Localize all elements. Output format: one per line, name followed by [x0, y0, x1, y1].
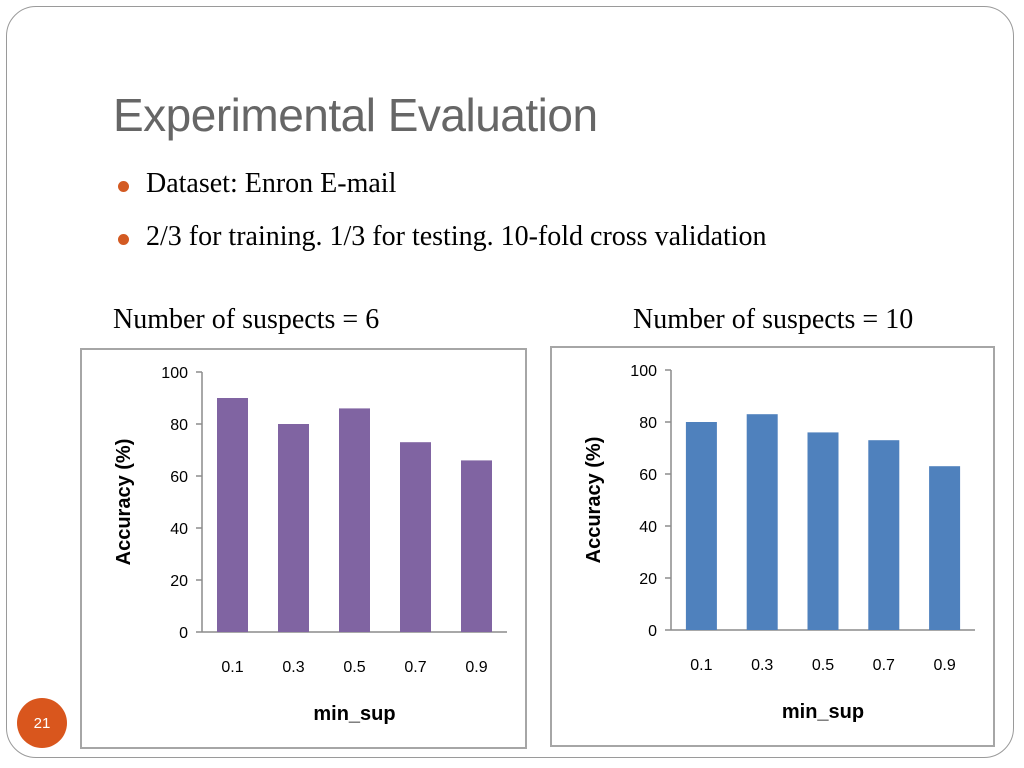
left-y-tick-label: 0 [179, 625, 188, 642]
left-bar-0.1 [217, 398, 248, 632]
left-x-tick-label: 0.9 [465, 659, 487, 676]
right-bar-0.7 [868, 440, 900, 630]
right-y-tick-label: 100 [630, 363, 657, 380]
chart-right: 0 20 40 60 80 100 0.1 0.3 0.5 0.7 0.9 min_sup Accura… [550, 346, 995, 747]
right-x-axis-label: min_sup [782, 701, 864, 723]
left-bar-0.9 [461, 460, 492, 632]
bullet-training-split: 2/3 for training. 1/3 for testing. 10-fo… [118, 221, 767, 274]
right-bar-0.9 [929, 466, 961, 630]
left-x-tick-label: 0.5 [343, 659, 365, 676]
left-x-axis-label: min_sup [313, 703, 395, 725]
right-bar-0.5 [807, 432, 839, 630]
left-y-tick-label: 40 [170, 521, 188, 538]
left-x-tick-label: 0.7 [404, 659, 426, 676]
right-bar-0.3 [746, 414, 778, 630]
right-y-tick-label: 60 [639, 467, 657, 484]
left-y-tick-label: 20 [170, 573, 188, 590]
right-x-tick-label: 0.7 [873, 657, 895, 674]
slide-number: 21 [33, 714, 51, 732]
left-y-tick-label: 60 [170, 469, 188, 486]
left-bar-0.7 [400, 442, 431, 632]
right-y-tick-label: 80 [639, 415, 657, 432]
left-y-axis-label: Accuracy (%) [113, 439, 135, 566]
left-y-tick-label: 80 [170, 417, 188, 434]
chart-caption-left: Number of suspects = 6 [113, 304, 380, 335]
slide-frame [6, 6, 1014, 758]
chart-left: 0 20 40 60 80 100 0.1 0.3 0.5 0.7 0.9 min_sup Accura… [80, 348, 527, 749]
left-x-tick-label: 0.1 [221, 659, 243, 676]
right-y-tick-label: 20 [639, 571, 657, 588]
left-y-tick-label: 100 [161, 365, 188, 382]
left-bar-0.3 [278, 424, 309, 632]
slide-number-badge: 21 [17, 698, 67, 748]
right-y-axis-label: Accuracy (%) [583, 437, 605, 564]
slide-title: Experimental Evaluation [113, 89, 598, 141]
chart-right-svg: 0 20 40 60 80 100 0.1 0.3 0.5 0.7 0.9 min_sup Accura… [583, 363, 975, 723]
bullet-dataset: Dataset: Enron E-mail [118, 168, 767, 221]
right-x-tick-label: 0.9 [933, 657, 955, 674]
left-bar-0.5 [339, 408, 370, 632]
bullet-list: Dataset: Enron E-mail 2/3 for training. … [118, 168, 767, 274]
chart-left-svg: 0 20 40 60 80 100 0.1 0.3 0.5 0.7 0.9 min_sup Accura… [113, 365, 507, 725]
left-x-tick-label: 0.3 [282, 659, 304, 676]
right-y-tick-label: 40 [639, 519, 657, 536]
right-x-tick-label: 0.1 [690, 657, 712, 674]
right-bar-0.1 [685, 422, 717, 630]
right-x-tick-label: 0.5 [812, 657, 834, 674]
chart-caption-right: Number of suspects = 10 [633, 304, 914, 335]
right-x-tick-label: 0.3 [751, 657, 773, 674]
right-y-tick-label: 0 [648, 623, 657, 640]
